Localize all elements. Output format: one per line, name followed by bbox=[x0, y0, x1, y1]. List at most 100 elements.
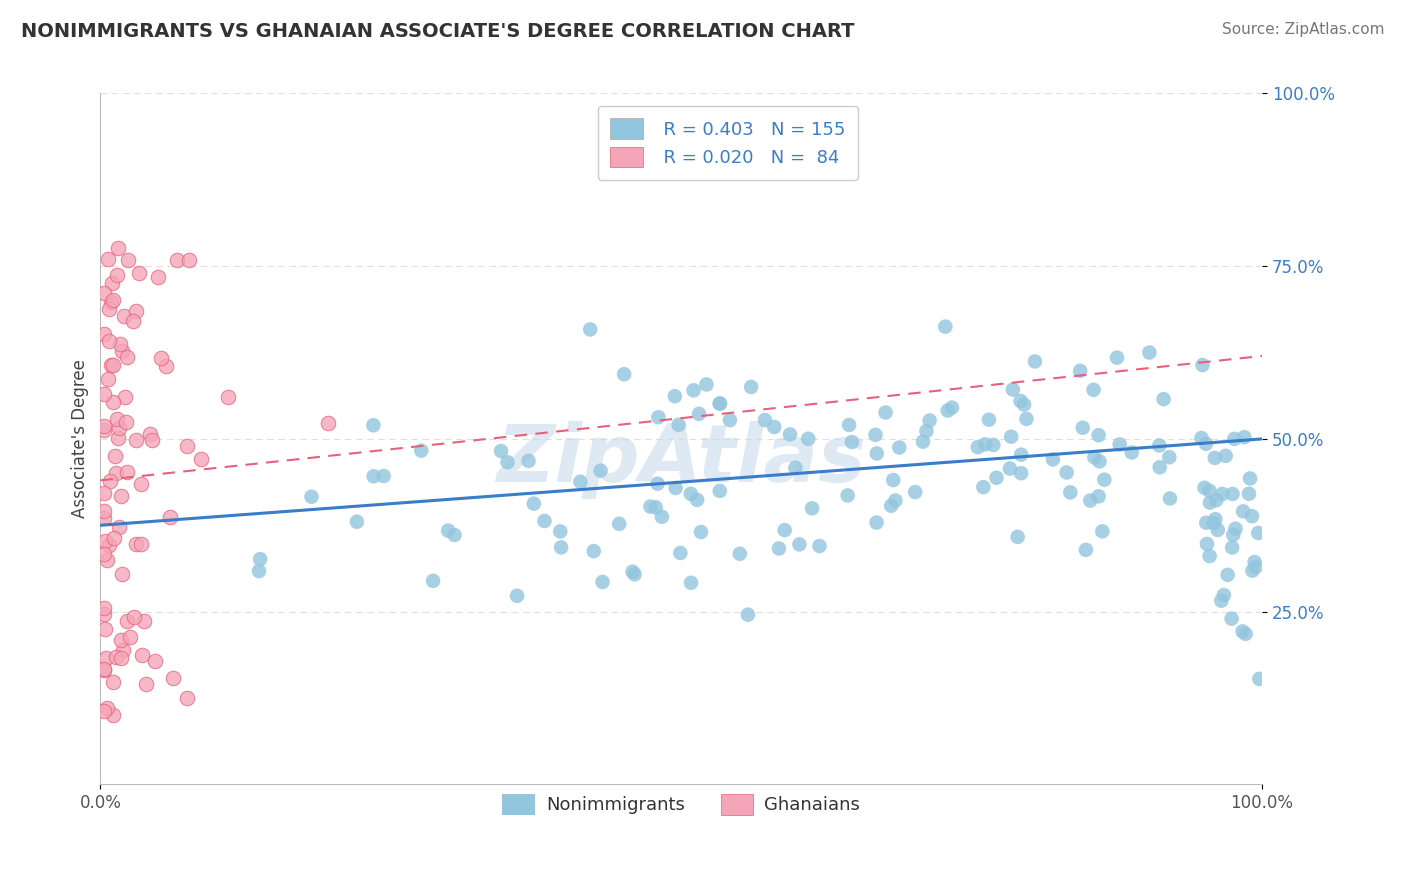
Point bbox=[93, 419, 115, 434]
Point bbox=[166, 252, 188, 267]
Point bbox=[134, 614, 156, 628]
Point bbox=[1087, 428, 1109, 442]
Point bbox=[838, 417, 860, 432]
Point bbox=[1191, 431, 1213, 445]
Point bbox=[1071, 421, 1094, 435]
Point bbox=[1247, 525, 1270, 540]
Point bbox=[668, 417, 690, 432]
Point bbox=[1234, 627, 1257, 641]
Point bbox=[1024, 354, 1046, 368]
Point bbox=[93, 326, 115, 341]
Point bbox=[623, 567, 645, 582]
Point bbox=[1083, 383, 1105, 397]
Point bbox=[117, 465, 139, 479]
Point bbox=[986, 471, 1008, 485]
Point bbox=[1211, 487, 1233, 501]
Legend: Nonimmigrants, Ghanaians: Nonimmigrants, Ghanaians bbox=[494, 785, 869, 824]
Point bbox=[1149, 438, 1171, 452]
Point bbox=[647, 410, 669, 425]
Point bbox=[998, 461, 1021, 475]
Point bbox=[94, 534, 117, 549]
Point bbox=[143, 654, 166, 668]
Point bbox=[1233, 430, 1256, 444]
Point bbox=[865, 516, 887, 530]
Point bbox=[105, 650, 128, 665]
Point bbox=[1092, 473, 1115, 487]
Point bbox=[1121, 445, 1143, 459]
Point bbox=[915, 424, 938, 438]
Point bbox=[98, 334, 121, 348]
Point bbox=[129, 537, 152, 551]
Point bbox=[100, 276, 122, 290]
Point bbox=[110, 651, 132, 665]
Point bbox=[93, 486, 115, 500]
Point bbox=[797, 432, 820, 446]
Point bbox=[977, 412, 1000, 426]
Point bbox=[972, 480, 994, 494]
Point bbox=[103, 531, 125, 545]
Point bbox=[1191, 358, 1213, 372]
Point bbox=[105, 412, 128, 426]
Point bbox=[97, 371, 120, 385]
Point bbox=[665, 481, 688, 495]
Point bbox=[1083, 450, 1105, 465]
Point bbox=[363, 418, 385, 433]
Point bbox=[100, 474, 122, 488]
Point bbox=[1212, 588, 1234, 602]
Point bbox=[1220, 612, 1243, 626]
Point bbox=[613, 368, 636, 382]
Point bbox=[1059, 485, 1081, 500]
Point bbox=[681, 575, 703, 590]
Point bbox=[100, 358, 122, 372]
Point bbox=[1198, 483, 1220, 498]
Point bbox=[1244, 560, 1267, 574]
Point bbox=[121, 314, 143, 328]
Point bbox=[763, 420, 786, 434]
Point bbox=[506, 589, 529, 603]
Y-axis label: Associate's Degree: Associate's Degree bbox=[72, 359, 89, 518]
Point bbox=[569, 475, 592, 489]
Point bbox=[93, 607, 115, 621]
Point bbox=[644, 500, 666, 515]
Point bbox=[592, 574, 614, 589]
Point bbox=[889, 441, 911, 455]
Point bbox=[437, 524, 460, 538]
Point bbox=[884, 493, 907, 508]
Point bbox=[579, 322, 602, 336]
Point bbox=[523, 497, 546, 511]
Point bbox=[105, 268, 128, 283]
Point bbox=[117, 350, 139, 364]
Point bbox=[1195, 436, 1218, 450]
Point bbox=[96, 553, 118, 567]
Point bbox=[966, 440, 988, 454]
Point bbox=[1222, 528, 1244, 542]
Point bbox=[176, 691, 198, 706]
Point bbox=[422, 574, 444, 588]
Point bbox=[93, 510, 115, 524]
Point bbox=[1243, 555, 1265, 569]
Point bbox=[718, 413, 741, 427]
Point bbox=[247, 564, 270, 578]
Point bbox=[651, 509, 673, 524]
Point bbox=[111, 567, 134, 582]
Point bbox=[1216, 567, 1239, 582]
Point bbox=[128, 266, 150, 280]
Point bbox=[97, 252, 120, 266]
Point bbox=[101, 293, 124, 307]
Point bbox=[496, 455, 519, 469]
Point bbox=[131, 648, 153, 662]
Point bbox=[98, 302, 121, 317]
Point bbox=[1078, 493, 1101, 508]
Point bbox=[101, 674, 124, 689]
Point bbox=[1223, 432, 1246, 446]
Point bbox=[93, 504, 115, 518]
Point bbox=[607, 516, 630, 531]
Point bbox=[1153, 392, 1175, 406]
Point bbox=[108, 337, 131, 351]
Point bbox=[363, 469, 385, 483]
Point bbox=[866, 446, 889, 460]
Point bbox=[1195, 537, 1218, 551]
Point bbox=[936, 403, 959, 417]
Text: NONIMMIGRANTS VS GHANAIAN ASSOCIATE'S DEGREE CORRELATION CHART: NONIMMIGRANTS VS GHANAIAN ASSOCIATE'S DE… bbox=[21, 22, 855, 41]
Point bbox=[1225, 522, 1247, 536]
